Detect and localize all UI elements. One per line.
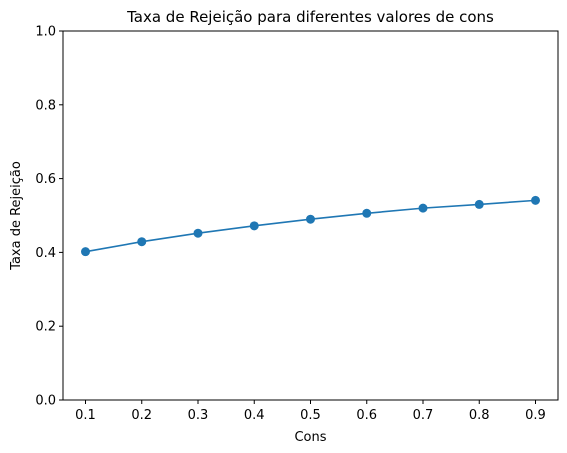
- x-tick-label: 0.7: [413, 408, 434, 423]
- y-tick-label: 0.2: [35, 320, 56, 335]
- x-tick-label: 0.1: [75, 408, 96, 423]
- data-point: [193, 228, 203, 238]
- plot-frame: [62, 30, 559, 401]
- chart-title: Taxa de Rejeição para diferentes valores…: [126, 8, 494, 26]
- data-point: [81, 247, 90, 257]
- data-point: [531, 195, 540, 205]
- x-tick-label: 0.8: [469, 408, 490, 423]
- data-point: [474, 199, 484, 209]
- y-tick-label: 0.8: [35, 98, 56, 113]
- x-tick-label: 0.5: [300, 408, 321, 423]
- x-axis-label: Cons: [294, 430, 326, 445]
- x-tick-label: 0.6: [356, 408, 377, 423]
- data-point: [362, 208, 372, 218]
- y-tick-label: 0.6: [35, 172, 56, 187]
- x-tick-label: 0.9: [525, 408, 546, 423]
- y-tick-label: 0.4: [35, 246, 56, 261]
- x-tick-label: 0.4: [244, 408, 265, 423]
- x-tick-label: 0.2: [131, 408, 152, 423]
- plot-area: 0.0 0.2 0.4 0.6 0.8 1.0 0.1 0.2 0.3 0.4 0.5 0.6 0.7 0…: [35, 25, 546, 424]
- data-point: [306, 214, 315, 224]
- x-tick-label: 0.3: [188, 408, 209, 423]
- y-axis-label: Taxa de Rejeição: [9, 161, 24, 271]
- data-point: [418, 203, 428, 213]
- y-tick-label: 0.0: [35, 394, 56, 409]
- y-tick-label: 1.0: [35, 25, 56, 40]
- data-point: [137, 237, 147, 247]
- data-point: [249, 221, 259, 231]
